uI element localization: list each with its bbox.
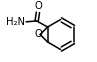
- Text: H₂N: H₂N: [6, 17, 25, 27]
- Text: O: O: [34, 1, 42, 11]
- Text: O: O: [35, 30, 42, 39]
